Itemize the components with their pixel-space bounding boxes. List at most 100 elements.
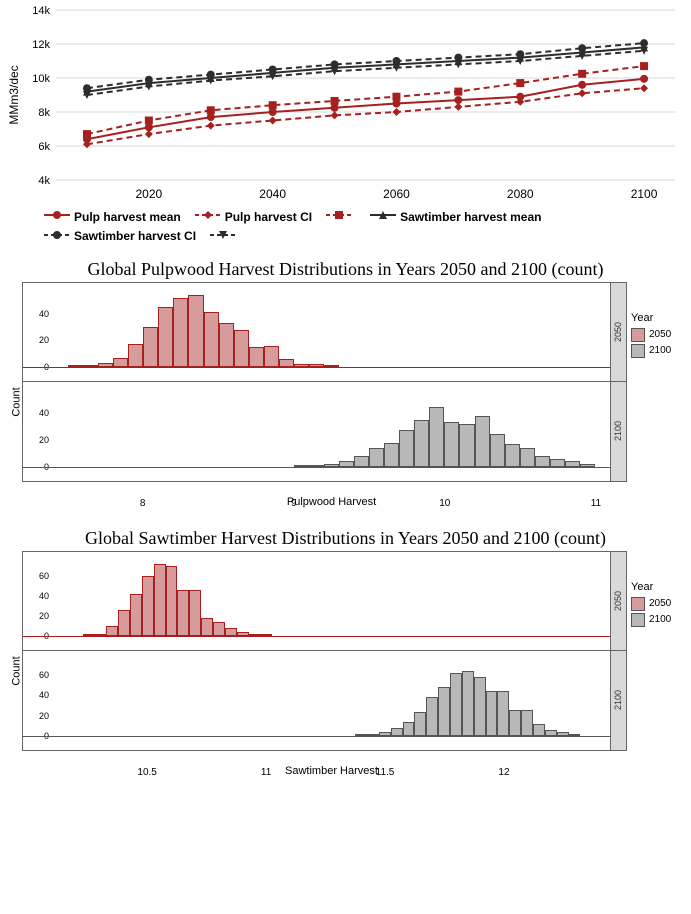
y-tick: 60: [39, 670, 49, 680]
bars-area: [53, 386, 610, 467]
svg-text:10k: 10k: [32, 73, 50, 85]
facet-strip: 2100: [610, 651, 626, 750]
pulp-hist-title: Global Pulpwood Harvest Distributions in…: [4, 259, 687, 280]
y-ticks: 0204060: [25, 655, 51, 736]
hist-bar: [279, 359, 294, 367]
hist-bar: [189, 590, 201, 636]
bars-area: [53, 287, 610, 367]
hist-legend-label: 2050: [649, 329, 671, 340]
facet-panel-2050: 020402050: [22, 282, 627, 382]
baseline: [23, 636, 626, 637]
y-tick: 20: [39, 611, 49, 621]
hist-bar: [429, 407, 444, 466]
y-ticks: 02040: [25, 386, 51, 467]
y-tick: 40: [39, 690, 49, 700]
line-chart: 4k6k8k10k12k14k20202040206020802100MMm3/…: [4, 4, 687, 204]
legend-item: Sawtimber harvest CI: [44, 227, 196, 246]
baseline: [23, 367, 626, 368]
hist-legend-label: 2050: [649, 598, 671, 609]
saw-hist-title: Global Sawtimber Harvest Distributions i…: [4, 528, 687, 549]
hist-legend-title: Year: [631, 581, 687, 593]
x-axis: 10.51111.512Sawtimber Harvest: [52, 765, 611, 791]
hist-bar: [438, 687, 450, 736]
x-label: Pulpwood Harvest: [52, 496, 611, 508]
facet-strip: 2100: [610, 382, 626, 481]
hist-legend-item: 2100: [631, 613, 687, 627]
hist-bar: [213, 622, 225, 636]
hist-bar: [414, 712, 426, 736]
svg-text:8k: 8k: [38, 107, 50, 119]
svg-text:2020: 2020: [135, 187, 162, 201]
y-tick: 60: [39, 571, 49, 581]
x-label: Sawtimber Harvest: [52, 765, 611, 777]
hist-bar: [475, 416, 490, 467]
svg-text:14k: 14k: [32, 5, 50, 17]
facet-panel-2100: 02040 2100: [22, 382, 627, 482]
hist-bar: [497, 691, 509, 736]
legend-item: [326, 208, 356, 227]
saw-ylabel: Count: [11, 656, 23, 685]
hist-bar: [509, 710, 521, 736]
facet-panel-2050: 02040602050: [22, 551, 627, 651]
hist-legend-item: 2050: [631, 597, 687, 611]
legend-item: Sawtimber harvest mean: [370, 208, 541, 227]
hist-bar: [535, 456, 550, 467]
y-tick: 40: [39, 408, 49, 418]
line-chart-legend: Pulp harvest mean Pulp harvest CI Sawtimbe…: [4, 204, 687, 255]
hist-bar: [426, 697, 438, 735]
legend-label: Sawtimber harvest mean: [400, 210, 541, 224]
saw-hist-legend-container: Year 2050 2100: [627, 551, 687, 791]
y-tick: 40: [39, 309, 49, 319]
x-tick: 10: [439, 498, 450, 509]
hist-bar: [249, 347, 264, 367]
hist-bar: [234, 330, 249, 367]
hist-bar: [173, 298, 188, 367]
legend-label: Pulp harvest mean: [74, 210, 181, 224]
hist-bar: [354, 456, 369, 467]
hist-bar: [450, 673, 462, 736]
x-tick: 11: [591, 498, 601, 509]
hist-bar: [188, 295, 203, 367]
hist-bar: [550, 459, 565, 467]
swatch-icon: [631, 613, 645, 627]
hist-bar: [128, 344, 143, 367]
hist-legend-label: 2100: [649, 345, 671, 356]
y-tick: 40: [39, 591, 49, 601]
hist-bar: [520, 448, 535, 467]
facet-strip: 2050: [610, 552, 626, 650]
svg-text:2060: 2060: [383, 187, 410, 201]
legend-item: Pulp harvest mean: [44, 208, 181, 227]
hist-bar: [459, 424, 474, 467]
svg-text:2100: 2100: [631, 187, 658, 201]
line-chart-svg: 4k6k8k10k12k14k20202040206020802100MMm3/…: [4, 4, 687, 204]
hist-bar: [166, 566, 178, 636]
hist-bar: [264, 346, 279, 367]
baseline: [23, 467, 626, 468]
hist-bar: [533, 724, 545, 736]
hist-bar: [403, 722, 415, 736]
hist-legend-item: 2100: [631, 344, 687, 358]
bars-area: [53, 655, 610, 736]
legend-label: Pulp harvest CI: [225, 210, 312, 224]
svg-text:2080: 2080: [507, 187, 534, 201]
facet-strip-label: 2050: [614, 322, 624, 342]
hist-bar: [462, 671, 474, 736]
facet-strip-label: 2100: [614, 421, 624, 441]
hist-bar: [177, 590, 189, 636]
baseline: [23, 736, 626, 737]
hist-bar: [219, 323, 234, 367]
facet-strip: 2050: [610, 283, 626, 381]
hist-bar: [118, 610, 130, 636]
hist-bar: [158, 307, 173, 367]
saw-hist-block: Count 020406020500204060210010.51111.512…: [4, 551, 687, 791]
hist-bar: [444, 422, 459, 467]
hist-bar: [143, 327, 158, 367]
hist-bar: [106, 626, 118, 636]
swatch-icon: [631, 328, 645, 342]
y-ticks: 0204060: [25, 556, 51, 636]
hist-legend-label: 2100: [649, 614, 671, 625]
pulp-hist-block: Count 020402050020402100891011Pulpwood H…: [4, 282, 687, 522]
facet-strip-label: 2050: [614, 591, 624, 611]
svg-text:4k: 4k: [38, 175, 50, 187]
hist-bar: [505, 444, 520, 467]
